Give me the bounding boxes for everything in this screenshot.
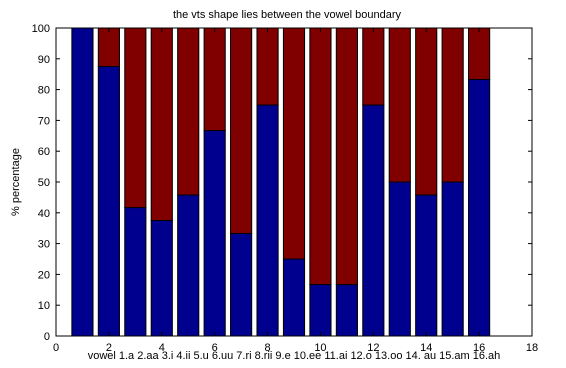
bar-1-6: [203, 130, 226, 337]
bar-1-9: [282, 258, 306, 337]
x-tick-label: 8: [264, 342, 270, 354]
bar-2-12: [362, 27, 385, 106]
bar-2-4: [150, 27, 173, 221]
x-tick-label: 18: [526, 342, 538, 354]
bar-1-12: [362, 104, 385, 337]
x-tick-label: 16: [473, 342, 485, 354]
x-tick-label: 4: [159, 342, 165, 354]
bar-2-15: [441, 27, 464, 183]
y-tick-label: 0: [44, 331, 50, 343]
bar-1-5: [177, 194, 200, 337]
bars-layer: [71, 27, 491, 337]
bar-1-14: [415, 194, 438, 337]
y-tick-label: 30: [38, 239, 50, 251]
bar-2-9: [282, 27, 306, 260]
y-tick-label: 50: [38, 177, 50, 189]
bar-2-2: [97, 27, 120, 67]
bar-1-15: [441, 181, 464, 337]
bar-1-11: [335, 284, 358, 337]
bar-1-3: [124, 207, 147, 337]
bar-1-8: [256, 104, 279, 337]
y-tick-label: 70: [38, 115, 50, 127]
x-tick-label: 2: [106, 342, 112, 354]
chart-title: the vts shape lies between the vowel bou…: [173, 9, 402, 21]
y-tick-label: 60: [38, 146, 50, 158]
bar-1-10: [309, 284, 332, 337]
bar-1-7: [230, 232, 253, 337]
bar-1-4: [150, 220, 173, 337]
y-tick-label: 10: [38, 300, 50, 312]
bar-2-3: [124, 27, 147, 209]
bar-2-11: [335, 27, 358, 286]
x-tick-label: 12: [367, 342, 379, 354]
bar-2-14: [415, 27, 438, 196]
bar-2-16: [468, 27, 491, 80]
y-tick-label: 100: [32, 23, 50, 35]
bar-1-1: [71, 27, 94, 337]
bar-2-10: [309, 27, 332, 286]
plot-frame: [55, 27, 533, 337]
bar-2-7: [230, 27, 253, 234]
bar-2-8: [256, 27, 279, 106]
y-tick-label: 20: [38, 269, 50, 281]
y-tick-label: 90: [38, 54, 50, 66]
y-axis-label: % percentage: [10, 148, 22, 216]
x-tick-label: 14: [420, 342, 432, 354]
x-tick-label: 6: [212, 342, 218, 354]
bar-2-13: [388, 27, 411, 183]
bar-2-6: [203, 27, 226, 132]
bar-1-16: [468, 78, 491, 337]
y-tick-label: 40: [38, 208, 50, 220]
bar-1-13: [388, 181, 411, 337]
x-tick-label: 10: [314, 342, 326, 354]
x-axis-label: vowel 1.a 2.aa 3.i 4.ii 5.u 6.uu 7.ri 8.…: [88, 350, 501, 362]
bar-1-2: [97, 66, 120, 337]
bar-2-5: [177, 27, 200, 196]
y-tick-label: 80: [38, 85, 50, 97]
x-tick-label: 0: [53, 342, 59, 354]
ticks-layer: 0 2 4 6 8 10 12 14 16 18 0 10 20 30 40 50 60 70 80 90 100: [32, 23, 538, 354]
